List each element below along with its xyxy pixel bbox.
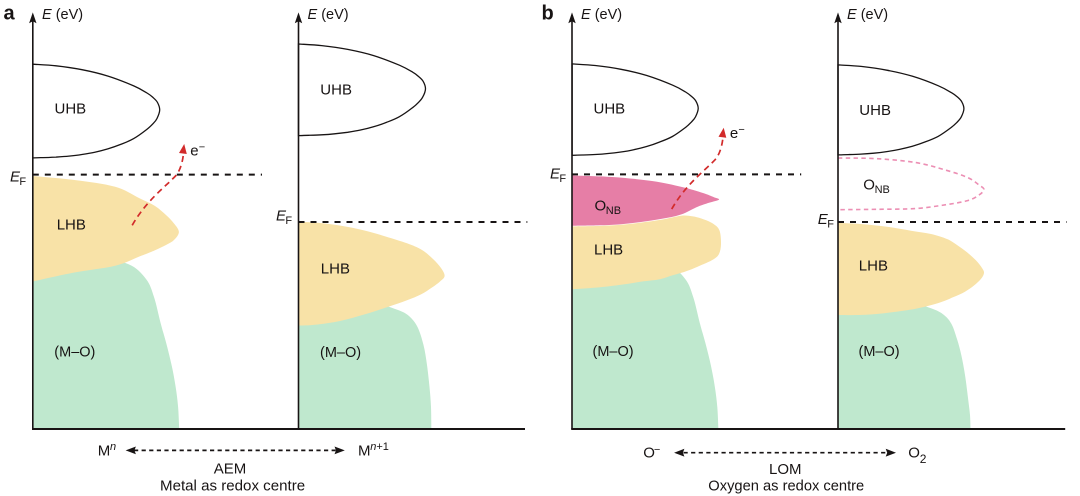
svg-text:M: M	[358, 443, 371, 460]
svg-text:e: e	[730, 125, 738, 142]
svg-text:E (eV): E (eV)	[42, 7, 83, 23]
svg-text:F: F	[285, 215, 292, 227]
svg-text:−: −	[738, 124, 744, 136]
svg-text:(M–O): (M–O)	[54, 345, 95, 361]
svg-text:O: O	[643, 444, 655, 461]
svg-text:LHB: LHB	[321, 260, 350, 277]
svg-text:(M–O): (M–O)	[320, 345, 361, 361]
svg-text:Metal as redox centre: Metal as redox centre	[160, 478, 305, 495]
svg-text:b: b	[542, 3, 554, 25]
svg-text:n: n	[110, 441, 116, 453]
svg-text:F: F	[19, 176, 26, 188]
svg-text:LHB: LHB	[594, 242, 623, 259]
svg-text:O: O	[863, 177, 875, 194]
svg-text:AEM: AEM	[214, 461, 247, 478]
svg-text:UHB: UHB	[320, 82, 352, 99]
svg-text:2: 2	[920, 452, 927, 466]
svg-text:M: M	[98, 443, 111, 460]
svg-text:E (eV): E (eV)	[581, 7, 622, 23]
svg-text:F: F	[827, 218, 834, 230]
svg-text:UHB: UHB	[859, 102, 891, 119]
svg-text:O: O	[595, 198, 607, 215]
svg-text:E: E	[276, 208, 287, 225]
svg-text:e: e	[190, 142, 198, 159]
svg-text:E: E	[550, 166, 561, 183]
svg-text:LOM: LOM	[769, 461, 802, 478]
svg-text:n+1: n+1	[370, 441, 389, 453]
svg-text:E (eV): E (eV)	[308, 7, 349, 23]
svg-text:F: F	[559, 173, 566, 185]
svg-text:LHB: LHB	[859, 258, 888, 275]
svg-text:Oxygen as redox centre: Oxygen as redox centre	[708, 479, 864, 495]
svg-text:E: E	[10, 169, 21, 186]
svg-text:(M–O): (M–O)	[859, 344, 900, 360]
svg-text:E (eV): E (eV)	[847, 7, 888, 23]
svg-text:O: O	[908, 444, 920, 461]
svg-text:−: −	[654, 444, 660, 456]
svg-text:UHB: UHB	[55, 101, 87, 118]
svg-text:NB: NB	[875, 184, 890, 196]
svg-text:NB: NB	[606, 205, 621, 217]
svg-text:a: a	[4, 3, 16, 25]
svg-text:(M–O): (M–O)	[593, 344, 634, 360]
svg-text:UHB: UHB	[594, 101, 626, 118]
svg-text:−: −	[199, 142, 205, 154]
svg-text:LHB: LHB	[57, 217, 86, 234]
svg-text:E: E	[818, 211, 829, 228]
